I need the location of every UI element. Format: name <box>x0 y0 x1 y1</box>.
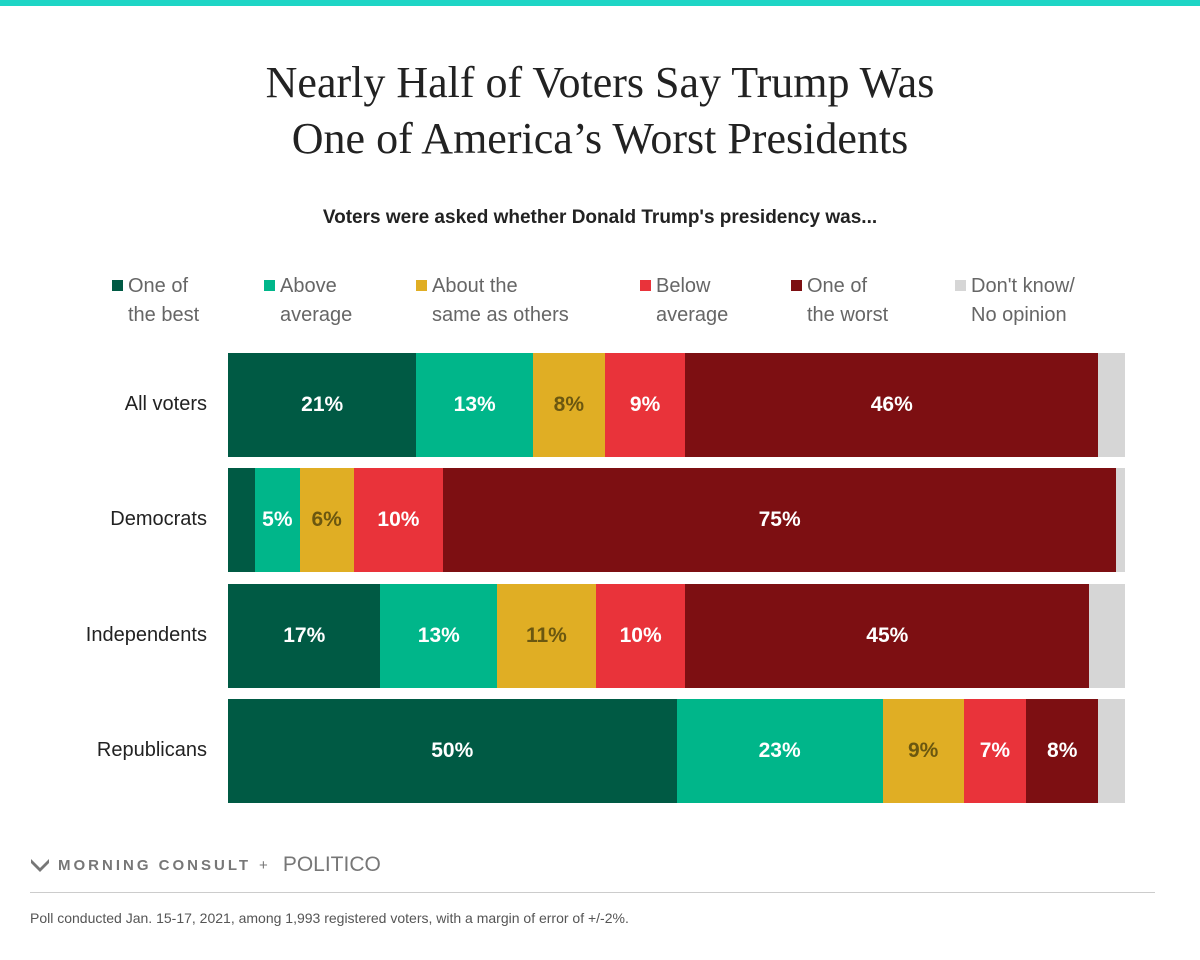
data-label: 10% <box>619 624 662 647</box>
legend-swatch <box>112 280 123 291</box>
legend-item: One of the worst <box>791 272 889 330</box>
legend-label: average <box>280 304 353 326</box>
legend-label: the worst <box>807 304 889 326</box>
logo: MORNING CONSULT + POLITICO <box>30 853 381 877</box>
legend-item: One of the best <box>112 272 200 330</box>
bar-segment: 50% <box>228 699 677 803</box>
bar-segment: 13% <box>416 353 533 457</box>
data-label: 9% <box>629 393 661 416</box>
legend-label: One of <box>807 275 868 297</box>
legend-item: Above average <box>264 272 353 330</box>
data-label: 75% <box>758 508 801 531</box>
data-label: 10% <box>377 508 420 531</box>
bar-segment <box>1116 468 1125 572</box>
data-label: 13% <box>417 624 460 647</box>
bar-segment <box>1098 699 1125 803</box>
bar-segment: 5% <box>254 468 300 572</box>
data-label: 50% <box>431 739 474 762</box>
data-label: 17% <box>283 624 326 647</box>
bar-segment: 75% <box>443 468 1117 572</box>
bar-segment: 8% <box>1026 699 1099 803</box>
bar-segment <box>1089 584 1125 688</box>
category-label: Democrats <box>110 508 207 530</box>
politico-logo-text: POLITICO <box>282 853 381 876</box>
bar-segment: 13% <box>380 584 498 688</box>
data-label: 45% <box>866 624 909 647</box>
data-label: 6% <box>311 508 342 531</box>
bar-segment: 9% <box>604 353 686 457</box>
data-label: 8% <box>1047 739 1078 762</box>
legend-item: About the same as others <box>416 272 569 330</box>
bar-segment <box>1098 353 1125 457</box>
chart-title: Nearly Half of Voters Say Trump Was One … <box>265 58 935 163</box>
legend-swatch <box>640 280 651 291</box>
bar-segment: 17% <box>228 584 381 688</box>
legend-label: Below <box>656 275 711 297</box>
data-label: 46% <box>870 393 913 416</box>
morning-consult-icon <box>31 859 49 872</box>
legend-label: Above <box>280 275 337 297</box>
legend-label: One of <box>128 275 189 297</box>
bar-segment: 9% <box>882 699 964 803</box>
bar-segment: 23% <box>676 699 883 803</box>
legend-swatch <box>955 280 966 291</box>
bar-segment: 7% <box>963 699 1027 803</box>
legend-item: Don't know/No opinion <box>955 272 1075 330</box>
legend-swatch <box>416 280 427 291</box>
data-label: 21% <box>301 393 344 416</box>
data-label: 5% <box>262 508 293 531</box>
bar-segment: 6% <box>299 468 354 572</box>
bar-segment: 10% <box>353 468 444 572</box>
footnote: Poll conducted Jan. 15-17, 2021, among 1… <box>30 910 629 926</box>
legend-label: the best <box>128 304 200 326</box>
data-label: 8% <box>553 393 585 416</box>
category-label: Independents <box>85 624 207 646</box>
bar-segment <box>228 468 255 572</box>
data-label: 23% <box>758 739 801 762</box>
bar-segment: 46% <box>685 353 1099 457</box>
data-label: 11% <box>525 624 567 647</box>
legend-label: About the <box>432 275 518 297</box>
morning-consult-logo-text: MORNING CONSULT <box>58 856 252 874</box>
bar-segment: 21% <box>228 353 417 457</box>
category-label: All voters <box>124 393 207 415</box>
divider <box>30 892 1155 893</box>
top-accent-bar <box>0 0 1200 6</box>
category-label: Republicans <box>96 739 207 761</box>
data-label: 7% <box>979 739 1011 762</box>
legend-label: average <box>656 304 729 326</box>
bar-segment: 10% <box>595 584 686 688</box>
bar-segment: 45% <box>685 584 1090 688</box>
plus-sign: + <box>259 856 271 874</box>
data-label: 13% <box>453 393 496 416</box>
legend-label: Don't know/ <box>971 275 1075 297</box>
legend-swatch <box>264 280 275 291</box>
bar-segment: 8% <box>532 353 605 457</box>
bar-segment: 11% <box>497 584 596 688</box>
legend-swatch <box>791 280 802 291</box>
legend-label: No opinion <box>971 304 1067 326</box>
legend-label: same as others <box>432 304 569 326</box>
chart-subtitle: Voters were asked whether Donald Trump's… <box>322 207 878 228</box>
legend-item: Below average <box>640 272 729 330</box>
data-label: 9% <box>907 739 939 762</box>
